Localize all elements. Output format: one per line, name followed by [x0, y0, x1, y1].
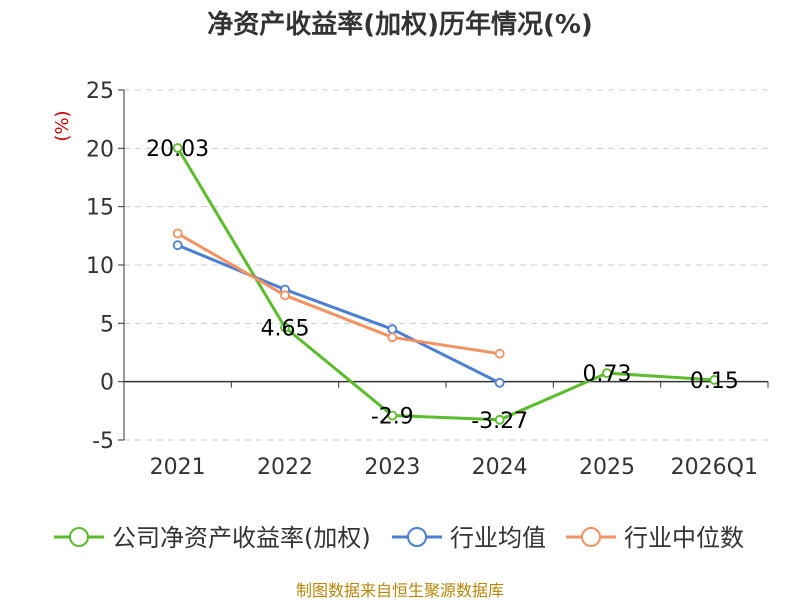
legend-marker [581, 527, 601, 547]
data-point [494, 414, 505, 425]
data-label: 0.15 [690, 369, 739, 394]
data-point [172, 228, 183, 239]
source-note: 制图数据来自恒生聚源数据库 [296, 581, 504, 600]
data-label: -3.27 [471, 409, 528, 434]
data-point [387, 324, 398, 335]
data-label: -2.9 [371, 405, 414, 430]
data-point [172, 143, 183, 153]
legend-label: 行业中位数 [624, 524, 744, 552]
y-tick-label: 15 [86, 196, 114, 221]
series-lines [172, 143, 720, 425]
data-point [172, 240, 183, 251]
data-point [602, 368, 612, 379]
y-tick-label: 0 [100, 371, 114, 396]
y-tick-label: 10 [86, 254, 114, 279]
x-tick-label: 2021 [150, 455, 206, 480]
legend-label: 公司净资产收益率(加权) [112, 524, 371, 552]
data-point [494, 348, 505, 359]
x-tick-label: 2023 [364, 455, 420, 480]
series-line [176, 147, 715, 422]
legend-marker [407, 527, 427, 547]
y-tick-label: 5 [100, 312, 114, 337]
data-point [709, 375, 720, 385]
y-tick-label: 20 [86, 137, 114, 162]
legend-label: 行业均值 [450, 524, 546, 552]
x-tick-label: 2025 [579, 455, 635, 480]
data-point [494, 377, 505, 388]
data-label: 4.65 [261, 316, 310, 341]
grid-lines [124, 89, 768, 441]
legend-marker [69, 527, 89, 547]
data-point [280, 322, 290, 333]
data-point [387, 410, 398, 421]
data-label: 20.03 [146, 137, 209, 162]
series-line [176, 232, 500, 356]
data-point [280, 290, 290, 301]
data-label: 0.73 [583, 362, 632, 387]
data-labels: 20.03 4.65 -2.9 -3.27 0.73 0.15 [146, 137, 739, 434]
x-tick-label: 2022 [257, 455, 313, 480]
x-tick-label: 2026Q1 [671, 455, 758, 480]
y-tick-label: -5 [92, 429, 114, 454]
axes: 25 20 15 10 5 0 -5 2021 2022 2023 2024 2025 2026Q1 [86, 79, 769, 480]
y-axis-unit-label: (%) [52, 110, 73, 141]
y-tick-label: 25 [86, 79, 114, 104]
legend: 公司净资产收益率(加权) 行业均值 行业中位数 [54, 524, 744, 552]
series-line [177, 243, 501, 385]
data-point [387, 332, 398, 343]
chart-title: 净资产收益率(加权)历年情况(%) [207, 9, 593, 40]
x-tick-label: 2024 [472, 455, 528, 480]
